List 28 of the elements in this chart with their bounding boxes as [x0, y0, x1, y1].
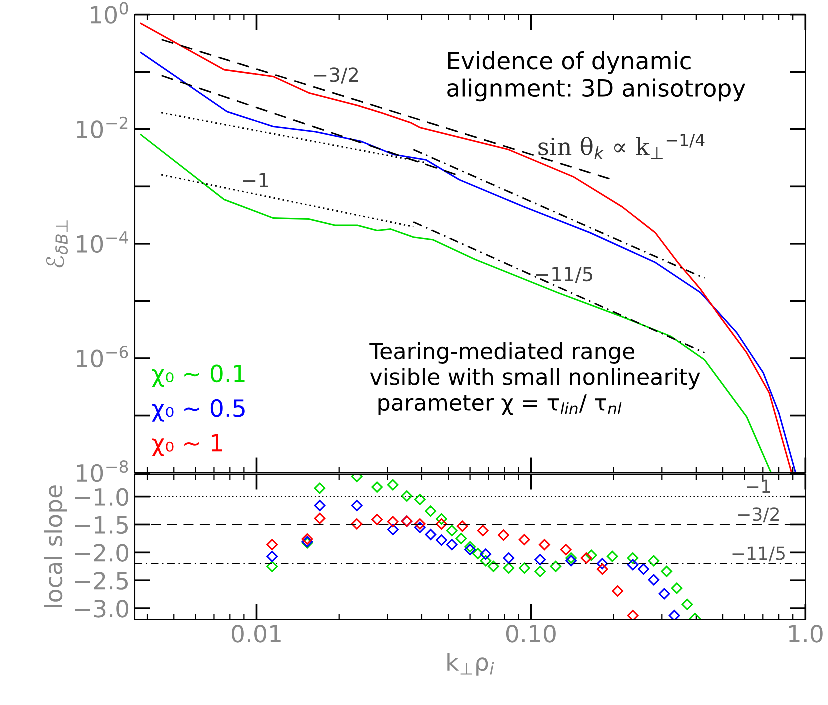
y-tick-label: 10$^{−8}$: [77, 460, 128, 482]
x-axis-title: k$_{⊥}$ρ$_{i}$: [448, 652, 494, 676]
ref-line-label: −3/2: [738, 508, 779, 523]
text: χ₀ ~ 0.1: [152, 364, 245, 388]
y-tick-label: 10$^{−4}$: [77, 232, 128, 254]
y-tick-label: −1.0: [75, 488, 129, 506]
y-axis-title: local slope: [44, 486, 68, 608]
y-tick-label: 10$^{−6}$: [77, 346, 128, 368]
text: χ₀ ~ 1: [152, 434, 222, 457]
y-tick-label: −1.5: [75, 516, 128, 534]
annotation: sin θ$_{k}$ ∝ k$_{⊥}$$^{−1/4}$: [538, 134, 705, 160]
annotation: −3/2: [314, 68, 358, 84]
ref-line-label: −1: [747, 480, 770, 494]
annotation: −1: [243, 173, 268, 188]
y-axis-title: ℰ$_{δB⊥}$: [46, 220, 68, 268]
x-tick-label: 1.0: [789, 624, 823, 643]
ref-line-label: −11/5: [732, 546, 785, 562]
annotation: −11/5: [536, 267, 592, 284]
annotation: Evidence of dynamic alignment: 3D anisotropy: [448, 51, 746, 102]
y-tick-label: −3.0: [75, 600, 129, 618]
x-tick-label: 0.01: [232, 624, 281, 643]
y-tick-label: −2.0: [75, 544, 129, 562]
y-tick-label: 10$^{0}$: [91, 2, 128, 24]
y-tick-label: 10$^{−2}$: [77, 116, 128, 138]
annotation: Tearing-mediated range visible with small nonlinearity parameter χ = τ$_{lin}$/ τ$_{nl}$: [370, 342, 700, 416]
x-tick-label: 0.10: [506, 624, 556, 643]
text: χ₀ ~ 0.5: [152, 399, 245, 422]
y-tick-label: −2.5: [75, 572, 128, 590]
